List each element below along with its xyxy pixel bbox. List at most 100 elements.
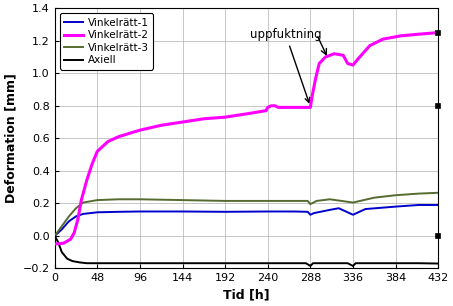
Axiell <box>95 261 100 265</box>
Vinkelrätt-1 <box>52 234 58 238</box>
Vinkelrätt-2 <box>75 218 81 222</box>
Line: Vinkelrätt-2: Vinkelrätt-2 <box>55 32 438 244</box>
Axiell <box>314 261 319 265</box>
Vinkelrätt-3 <box>371 196 377 200</box>
Vinkelrätt-3 <box>66 215 72 218</box>
Vinkelrätt-2 <box>281 106 286 109</box>
Vinkelrätt-2 <box>89 162 95 166</box>
Axiell <box>265 261 270 265</box>
Axiell <box>52 234 58 238</box>
Vinkelrätt-3 <box>116 197 121 201</box>
Vinkelrätt-1 <box>292 210 297 213</box>
Axiell <box>371 261 377 265</box>
Vinkelrätt-3 <box>292 199 297 203</box>
Vinkelrätt-2 <box>317 62 322 65</box>
Vinkelrätt-2 <box>305 106 310 109</box>
Vinkelrätt-3 <box>73 207 79 210</box>
Vinkelrätt-3 <box>59 224 64 228</box>
X-axis label: Tid [h]: Tid [h] <box>223 289 270 302</box>
Vinkelrätt-1 <box>327 208 333 212</box>
Vinkelrätt-2 <box>300 106 306 109</box>
Line: Vinkelrätt-3: Vinkelrätt-3 <box>55 193 438 236</box>
Vinkelrätt-3 <box>435 191 441 195</box>
Vinkelrätt-2 <box>341 54 346 57</box>
Vinkelrätt-2 <box>308 106 313 109</box>
Vinkelrätt-2 <box>137 128 143 132</box>
Vinkelrätt-2 <box>52 242 58 246</box>
Axiell <box>180 261 185 265</box>
Vinkelrätt-3 <box>137 197 143 201</box>
Vinkelrätt-2 <box>201 117 207 121</box>
Axiell <box>77 261 82 264</box>
Vinkelrätt-2 <box>367 44 372 47</box>
Vinkelrätt-1 <box>80 212 86 216</box>
Vinkelrätt-1 <box>116 210 121 214</box>
Vinkelrätt-1 <box>137 210 143 213</box>
Legend: Vinkelrätt-1, Vinkelrätt-2, Vinkelrätt-3, Axiell: Vinkelrätt-1, Vinkelrätt-2, Vinkelrätt-3… <box>60 13 153 69</box>
Vinkelrätt-1 <box>350 213 356 217</box>
Vinkelrätt-2 <box>313 76 318 80</box>
Vinkelrätt-3 <box>314 199 319 203</box>
Axiell <box>59 250 64 254</box>
Vinkelrätt-2 <box>265 106 270 109</box>
Vinkelrätt-3 <box>265 199 270 203</box>
Vinkelrätt-2 <box>159 123 164 127</box>
Vinkelrätt-1 <box>180 210 185 213</box>
Vinkelrätt-2 <box>105 140 111 144</box>
Line: Vinkelrätt-1: Vinkelrätt-1 <box>55 205 438 236</box>
Y-axis label: Deformation [mm]: Deformation [mm] <box>4 73 17 203</box>
Vinkelrätt-2 <box>435 31 441 34</box>
Vinkelrätt-2 <box>95 149 100 153</box>
Axiell <box>116 261 121 265</box>
Vinkelrätt-1 <box>73 215 79 218</box>
Vinkelrätt-2 <box>263 109 269 113</box>
Vinkelrätt-2 <box>309 94 315 98</box>
Axiell <box>292 261 297 265</box>
Vinkelrätt-2 <box>398 34 404 38</box>
Vinkelrätt-3 <box>308 202 313 206</box>
Vinkelrätt-2 <box>84 179 89 182</box>
Vinkelrätt-2 <box>345 62 350 65</box>
Vinkelrätt-2 <box>292 106 297 109</box>
Vinkelrätt-3 <box>416 192 421 196</box>
Vinkelrätt-2 <box>61 241 66 245</box>
Axiell <box>336 261 342 265</box>
Vinkelrätt-3 <box>180 198 185 202</box>
Axiell <box>84 261 89 265</box>
Axiell <box>353 261 358 265</box>
Vinkelrätt-1 <box>435 203 441 207</box>
Vinkelrätt-3 <box>95 198 100 202</box>
Axiell <box>70 259 75 263</box>
Vinkelrätt-2 <box>68 237 73 241</box>
Vinkelrätt-3 <box>52 234 58 238</box>
Vinkelrätt-2 <box>381 37 386 41</box>
Vinkelrätt-1 <box>59 228 64 231</box>
Vinkelrätt-1 <box>308 213 313 217</box>
Vinkelrätt-2 <box>356 57 361 60</box>
Axiell <box>303 261 308 265</box>
Vinkelrätt-2 <box>276 106 281 109</box>
Axiell <box>56 241 61 244</box>
Vinkelrätt-1 <box>222 210 228 214</box>
Vinkelrätt-1 <box>305 210 310 214</box>
Vinkelrätt-1 <box>311 211 317 215</box>
Axiell <box>310 261 316 265</box>
Vinkelrätt-1 <box>95 211 100 214</box>
Axiell <box>416 261 421 265</box>
Vinkelrätt-3 <box>305 199 310 203</box>
Axiell <box>64 257 70 260</box>
Vinkelrätt-1 <box>416 203 421 207</box>
Vinkelrätt-2 <box>222 115 228 119</box>
Vinkelrätt-3 <box>80 201 86 204</box>
Vinkelrätt-2 <box>269 104 274 108</box>
Vinkelrätt-1 <box>393 205 398 208</box>
Line: Axiell: Axiell <box>55 236 438 266</box>
Vinkelrätt-1 <box>363 207 368 211</box>
Axiell <box>308 264 313 268</box>
Vinkelrätt-2 <box>79 198 84 202</box>
Vinkelrätt-2 <box>272 104 278 108</box>
Axiell <box>357 261 362 265</box>
Axiell <box>345 261 350 265</box>
Vinkelrätt-3 <box>327 197 333 201</box>
Vinkelrätt-2 <box>180 120 185 124</box>
